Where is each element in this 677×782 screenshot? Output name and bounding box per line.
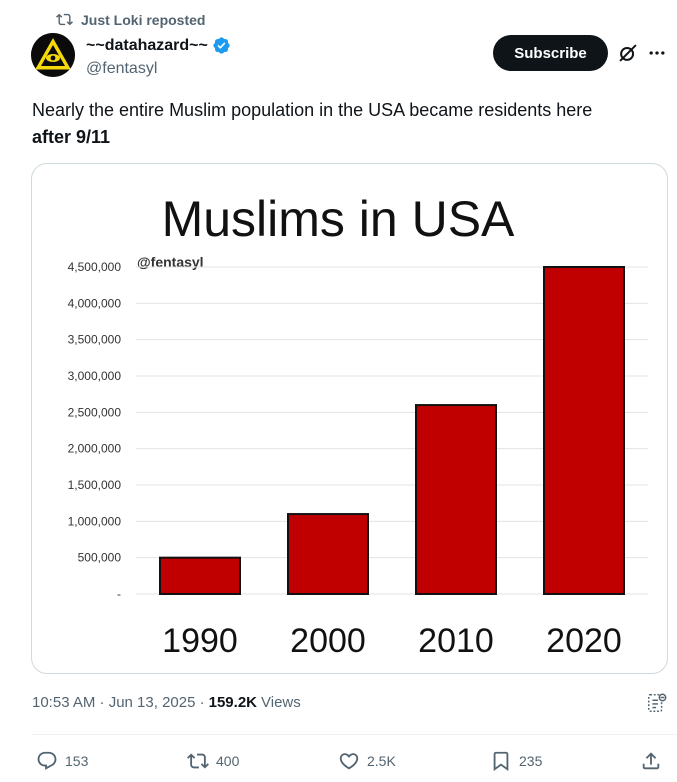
y-tick-label: 3,500,000 bbox=[68, 333, 122, 347]
views-label: Views bbox=[261, 694, 301, 711]
more-options-icon[interactable] bbox=[647, 43, 667, 63]
y-tick-label: - bbox=[117, 587, 121, 601]
y-tick-label: 4,500,000 bbox=[68, 260, 122, 274]
heart-icon bbox=[339, 753, 359, 770]
repost-count: 400 bbox=[216, 753, 240, 769]
bookmark-count: 235 bbox=[519, 753, 543, 769]
tweet-text-bold: after 9/11 bbox=[32, 127, 111, 147]
repost-icon bbox=[56, 13, 73, 26]
tweet-media-chart[interactable]: Muslims in USA @fentasyl - 500,000 1,000,0… bbox=[31, 163, 668, 674]
chart-watermark: @fentasyl bbox=[137, 254, 204, 270]
reply-icon bbox=[37, 751, 57, 770]
hazard-eye-avatar-icon bbox=[31, 33, 75, 77]
like-button[interactable]: 2.5K bbox=[338, 750, 396, 772]
tweet-text-main: Nearly the entire Muslim population in t… bbox=[32, 100, 593, 120]
action-bar: 153 400 2.5K 235 bbox=[32, 750, 662, 776]
verified-badge-icon bbox=[213, 37, 230, 54]
author-handle[interactable]: @fentasyl bbox=[86, 60, 158, 77]
repost-label: Just Loki reposted bbox=[81, 11, 206, 28]
tweet-text: Nearly the entire Muslim population in t… bbox=[32, 97, 662, 151]
tweet-meta: 10:53 AM · Jun 13, 2025 · 159.2K Views bbox=[32, 694, 301, 711]
share-icon bbox=[642, 752, 660, 770]
repost-action-icon bbox=[187, 753, 209, 769]
author-block: ~~datahazard~~ @fentasyl bbox=[86, 36, 231, 78]
repost-button[interactable]: 400 bbox=[187, 750, 239, 772]
y-tick-label: 3,000,000 bbox=[68, 369, 122, 383]
bar-chart: Muslims in USA @fentasyl - 500,000 1,000,0… bbox=[68, 191, 648, 660]
y-tick-label: 1,000,000 bbox=[68, 514, 122, 528]
bookmark-button[interactable]: 235 bbox=[490, 750, 542, 772]
divider bbox=[32, 734, 677, 735]
x-tick-label: 2020 bbox=[546, 622, 622, 660]
analytics-icon[interactable] bbox=[646, 692, 668, 714]
author-display-name[interactable]: ~~datahazard~~ bbox=[86, 36, 208, 54]
x-tick-label: 2000 bbox=[290, 622, 366, 660]
x-tick-label: 1990 bbox=[162, 622, 238, 660]
chart-title: Muslims in USA bbox=[162, 191, 515, 247]
repost-indicator[interactable]: Just Loki reposted bbox=[56, 11, 205, 28]
y-tick-label: 1,500,000 bbox=[68, 478, 122, 492]
share-button[interactable] bbox=[640, 750, 662, 772]
y-tick-label: 4,000,000 bbox=[68, 296, 122, 310]
bookmark-icon bbox=[493, 751, 509, 772]
reply-count: 153 bbox=[65, 753, 89, 769]
bar-2010 bbox=[415, 404, 497, 595]
subscribe-button[interactable]: Subscribe bbox=[493, 35, 608, 71]
like-count: 2.5K bbox=[367, 753, 396, 769]
x-tick-label: 2010 bbox=[418, 622, 494, 660]
avatar[interactable] bbox=[31, 33, 75, 77]
tweet-timestamp[interactable]: 10:53 AM · Jun 13, 2025 · bbox=[32, 694, 205, 711]
bar-2000 bbox=[287, 513, 369, 596]
y-tick-label: 2,000,000 bbox=[68, 442, 122, 456]
views-count: 159.2K bbox=[208, 694, 257, 711]
bar-2020 bbox=[543, 266, 625, 595]
reply-button[interactable]: 153 bbox=[36, 750, 88, 772]
bar-1990 bbox=[159, 556, 241, 595]
grok-icon[interactable] bbox=[617, 42, 639, 64]
y-tick-label: 2,500,000 bbox=[68, 405, 122, 419]
y-tick-label: 500,000 bbox=[78, 551, 122, 565]
